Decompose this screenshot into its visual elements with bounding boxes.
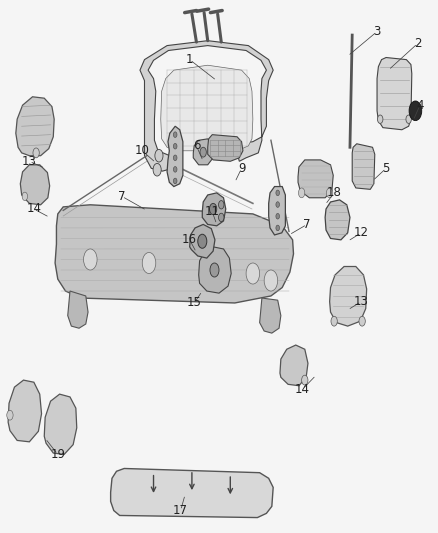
Text: 14: 14 [295,383,310,395]
Text: 7: 7 [118,190,126,203]
Circle shape [331,316,337,326]
Text: 6: 6 [193,139,200,152]
Polygon shape [280,345,308,386]
Polygon shape [55,205,293,303]
Circle shape [246,263,260,284]
Polygon shape [330,266,367,326]
Circle shape [219,200,224,209]
Polygon shape [68,291,88,328]
Circle shape [142,253,156,273]
Circle shape [173,132,177,138]
Text: 1: 1 [186,53,194,66]
Polygon shape [44,394,77,455]
Polygon shape [161,65,253,151]
Polygon shape [193,139,213,165]
Circle shape [378,115,383,124]
Text: 5: 5 [382,162,390,175]
Polygon shape [352,144,375,189]
Polygon shape [190,224,215,258]
Circle shape [219,213,224,222]
Polygon shape [199,247,231,293]
Circle shape [406,115,411,124]
Circle shape [302,375,308,385]
Text: 7: 7 [303,218,311,231]
Text: 16: 16 [182,233,197,246]
Circle shape [409,101,422,120]
Circle shape [264,270,278,291]
Polygon shape [167,126,183,187]
Text: 10: 10 [135,144,150,157]
Polygon shape [260,298,281,333]
Circle shape [276,213,279,219]
Polygon shape [111,469,273,518]
Text: 9: 9 [238,162,245,175]
Text: 15: 15 [187,296,201,310]
Circle shape [153,164,161,176]
Circle shape [210,263,219,277]
Polygon shape [140,41,273,171]
Polygon shape [202,193,226,226]
Text: 14: 14 [26,203,41,215]
Text: 19: 19 [50,448,65,461]
Circle shape [7,410,13,420]
Polygon shape [325,200,350,240]
Circle shape [209,204,217,215]
Circle shape [198,234,207,248]
Polygon shape [8,380,42,442]
Text: 17: 17 [173,504,188,517]
Circle shape [276,225,279,231]
Polygon shape [20,165,49,205]
Text: 13: 13 [22,155,37,168]
Polygon shape [298,160,333,198]
Text: 3: 3 [373,25,381,38]
Text: 2: 2 [414,37,421,50]
Polygon shape [16,97,54,156]
Circle shape [22,192,28,200]
Polygon shape [377,58,412,130]
Text: 13: 13 [354,295,369,308]
Circle shape [33,148,39,158]
Text: 11: 11 [205,205,220,219]
Text: 18: 18 [327,187,342,199]
Circle shape [173,178,177,184]
Circle shape [173,166,177,172]
Polygon shape [208,135,243,161]
Circle shape [84,249,97,270]
Circle shape [173,143,177,149]
Circle shape [200,147,206,157]
Circle shape [155,149,163,162]
Text: 12: 12 [354,227,369,239]
Text: 4: 4 [416,99,424,112]
Circle shape [298,188,305,198]
Circle shape [276,190,279,196]
Circle shape [173,155,177,160]
Circle shape [326,188,333,198]
Polygon shape [268,187,286,235]
Circle shape [359,316,365,326]
Circle shape [276,202,279,207]
Circle shape [201,256,215,277]
